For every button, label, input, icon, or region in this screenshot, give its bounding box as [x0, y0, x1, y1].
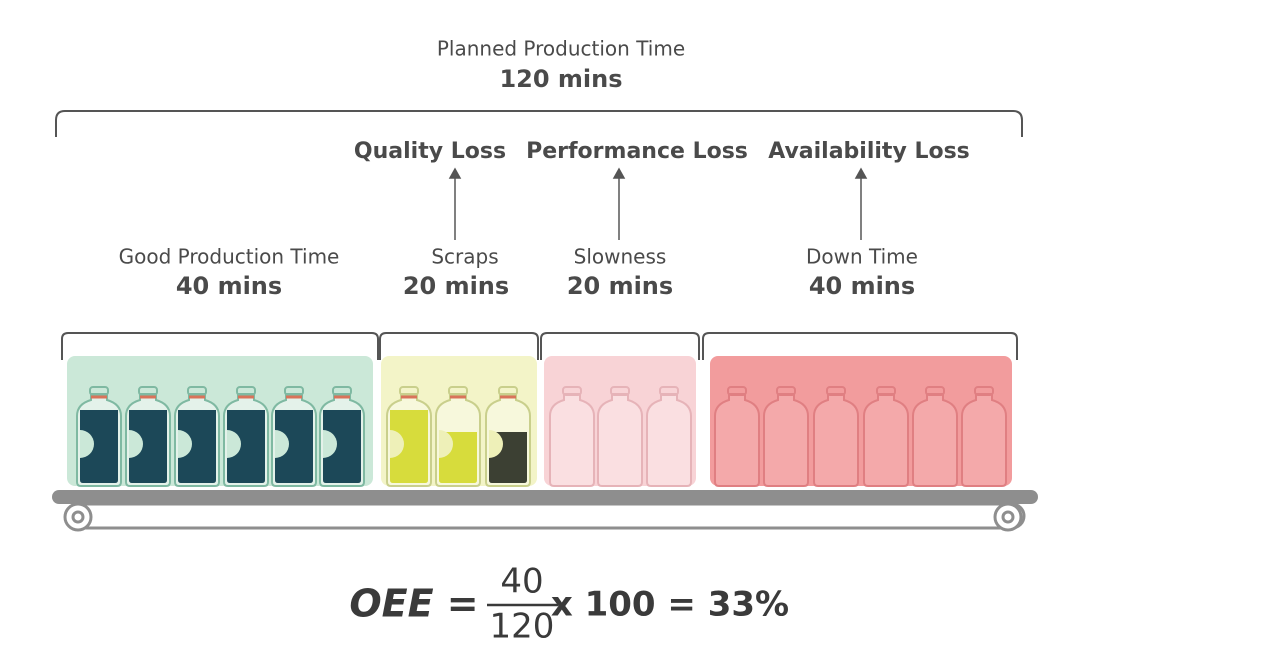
bottle-part — [227, 410, 265, 483]
bottle-part — [236, 386, 256, 396]
bottles — [76, 386, 1007, 487]
formula-denominator: 120 — [490, 607, 555, 647]
bottle-part — [826, 386, 846, 396]
bottle-part — [646, 393, 692, 487]
bottle-part — [138, 386, 158, 396]
segment-time: 20 mins — [567, 272, 673, 300]
bottle-part — [390, 410, 428, 483]
arrows — [448, 167, 868, 240]
segment-label: Slowness — [574, 245, 667, 269]
bottle-part — [961, 393, 1007, 487]
bottle-part — [659, 386, 679, 396]
planned-brace — [55, 110, 1023, 137]
segment-braces — [61, 332, 1018, 360]
bottle-part — [275, 410, 313, 483]
bottle-part — [763, 393, 809, 487]
planned-title: Planned Production Time — [437, 37, 685, 61]
bottle-part — [187, 386, 207, 396]
bottle-part — [80, 430, 94, 458]
bottle-part — [80, 410, 118, 483]
bottle-part — [597, 393, 643, 487]
bottle-part — [610, 386, 630, 396]
segment-label: Down Time — [806, 245, 918, 269]
conveyor — [52, 490, 1038, 532]
bottle-part — [178, 430, 192, 458]
bottle-part — [323, 430, 337, 458]
bottle-part — [89, 386, 109, 396]
formula-lhs: OEE = — [349, 582, 478, 626]
bottle-part — [390, 430, 404, 458]
bottle-part — [129, 410, 167, 483]
bottle-part — [275, 430, 289, 458]
bottle-part — [178, 410, 216, 483]
bottle-part — [227, 430, 241, 458]
bottle-part — [129, 430, 143, 458]
bottle-part — [498, 386, 518, 396]
loss-label: Quality Loss — [354, 139, 506, 164]
bottle-part — [489, 430, 503, 458]
formula-rhs: x 100 = 33% — [551, 585, 789, 625]
loss-label: Availability Loss — [768, 139, 970, 164]
bottle-part — [439, 430, 453, 458]
segment-time: 40 mins — [176, 272, 282, 300]
bottle-part — [925, 386, 945, 396]
formula-numerator: 40 — [500, 562, 543, 602]
segment-label: Good Production Time — [119, 245, 340, 269]
bottle-part — [912, 393, 958, 487]
segment-time: 20 mins — [403, 272, 509, 300]
bottle-part — [813, 393, 859, 487]
loss-label: Performance Loss — [526, 139, 748, 164]
planned-total: 120 mins — [499, 65, 622, 93]
bottle-part — [714, 393, 760, 487]
bottle-part — [776, 386, 796, 396]
segment-label: Scraps — [431, 245, 498, 269]
segment-time: 40 mins — [809, 272, 915, 300]
bottle-part — [448, 386, 468, 396]
bottle-part — [876, 386, 896, 396]
bottle-part — [549, 393, 595, 487]
bottle-part — [284, 386, 304, 396]
bottle-part — [562, 386, 582, 396]
bottle-part — [974, 386, 994, 396]
bottle-part — [863, 393, 909, 487]
bottle-part — [399, 386, 419, 396]
bottle-part — [332, 386, 352, 396]
bottle-part — [323, 410, 361, 483]
bottle-part — [727, 386, 747, 396]
